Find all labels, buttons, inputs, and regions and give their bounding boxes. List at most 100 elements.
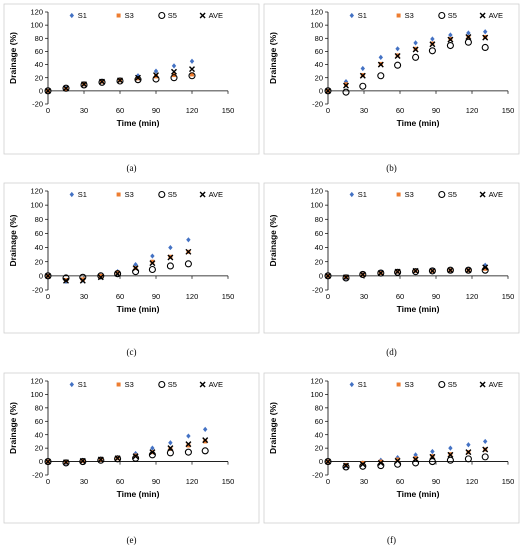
- data-point: [394, 268, 402, 276]
- y-tick-label: 100: [30, 21, 43, 30]
- data-point: [149, 449, 156, 456]
- x-axis-title: Time (min): [117, 118, 160, 128]
- y-axis-title: Drainage (%): [8, 402, 18, 454]
- x-tick-label: 0: [46, 292, 50, 301]
- legend-entry: S5: [448, 190, 457, 199]
- data-point: [412, 53, 420, 61]
- legend-entry: S5: [448, 380, 457, 389]
- data-point: [148, 265, 156, 274]
- x-axis-title: Time (min): [117, 489, 160, 499]
- data-point: [464, 38, 472, 46]
- x-tick-label: 30: [360, 292, 368, 301]
- data-point: [185, 441, 192, 448]
- data-point: [202, 437, 209, 444]
- x-axis-title: Time (min): [397, 118, 440, 128]
- data-point: [324, 272, 332, 280]
- legend-entry: AVE: [209, 380, 223, 389]
- y-tick-label: 120: [310, 187, 323, 196]
- panel-caption: (f): [387, 535, 396, 545]
- y-tick-label: 60: [35, 417, 43, 426]
- data-point: [79, 277, 86, 284]
- y-tick-label: 20: [315, 257, 323, 266]
- data-point: [412, 267, 419, 274]
- y-tick-label: -20: [32, 471, 43, 480]
- y-tick-label: 80: [35, 34, 43, 43]
- y-axis-title: Drainage (%): [268, 402, 278, 454]
- data-point: [80, 277, 85, 282]
- legend-marker: [69, 191, 74, 198]
- legend-entry: S3: [125, 11, 134, 20]
- data-point: [134, 76, 142, 84]
- data-point: [413, 40, 418, 46]
- data-point: [466, 442, 471, 448]
- panel-frame: [263, 372, 520, 524]
- data-point: [430, 448, 435, 455]
- data-point: [114, 270, 121, 277]
- x-tick-label: 0: [326, 292, 330, 301]
- data-point: [395, 46, 400, 52]
- data-point: [45, 272, 51, 279]
- data-point: [188, 72, 196, 80]
- panel-caption: (d): [386, 347, 397, 357]
- legend-marker: [199, 12, 206, 19]
- data-point: [324, 458, 332, 466]
- y-tick-label: 40: [315, 430, 323, 439]
- x-tick-label: 0: [46, 477, 50, 486]
- legend-marker: [116, 13, 121, 18]
- y-tick-label: 0: [39, 86, 43, 95]
- y-tick-label: 80: [315, 403, 323, 412]
- data-point: [465, 267, 472, 274]
- x-tick-label: 150: [502, 106, 515, 115]
- legend-entry: AVE: [489, 11, 503, 20]
- data-point: [428, 458, 436, 466]
- x-tick-label: 120: [186, 477, 199, 486]
- data-point: [394, 457, 401, 464]
- y-tick-label: 0: [39, 457, 43, 466]
- y-tick-label: -20: [312, 100, 323, 109]
- data-point: [446, 41, 454, 50]
- x-axis-title: Time (min): [117, 304, 160, 314]
- data-point: [135, 74, 141, 81]
- data-point: [98, 273, 103, 278]
- legend-marker: [396, 192, 401, 197]
- x-tick-label: 0: [326, 106, 330, 115]
- data-point: [153, 72, 159, 79]
- data-point: [448, 445, 453, 451]
- x-tick-label: 60: [396, 292, 404, 301]
- data-point: [412, 46, 419, 53]
- x-tick-label: 60: [116, 292, 124, 301]
- data-point: [378, 54, 383, 60]
- legend-entry: S1: [358, 11, 367, 20]
- legend-marker: [116, 382, 121, 387]
- y-tick-label: 60: [35, 229, 43, 238]
- data-point: [167, 445, 174, 452]
- data-point: [465, 449, 472, 456]
- legend-marker: [479, 12, 486, 19]
- x-tick-label: 90: [152, 292, 160, 301]
- y-tick-label: 120: [30, 187, 43, 196]
- y-tick-label: 0: [319, 457, 323, 466]
- data-point: [186, 237, 191, 243]
- y-tick-label: 100: [310, 201, 323, 210]
- data-point: [429, 41, 436, 48]
- data-point: [465, 33, 472, 40]
- legend-entry: S5: [168, 11, 177, 20]
- legend-marker: [116, 192, 121, 197]
- legend-marker: [349, 191, 354, 198]
- y-tick-label: 100: [310, 21, 323, 30]
- x-tick-label: 30: [80, 292, 88, 301]
- legend-marker: [158, 190, 166, 199]
- y-tick-label: 0: [319, 271, 323, 280]
- y-tick-label: 120: [310, 377, 323, 386]
- data-point: [44, 272, 52, 280]
- data-point: [63, 277, 69, 284]
- data-point: [135, 73, 141, 79]
- legend-entry: AVE: [209, 11, 223, 20]
- data-point: [150, 259, 155, 264]
- data-point: [377, 270, 384, 277]
- y-tick-label: 20: [315, 73, 323, 82]
- y-tick-label: 40: [35, 243, 43, 252]
- data-point: [378, 459, 383, 464]
